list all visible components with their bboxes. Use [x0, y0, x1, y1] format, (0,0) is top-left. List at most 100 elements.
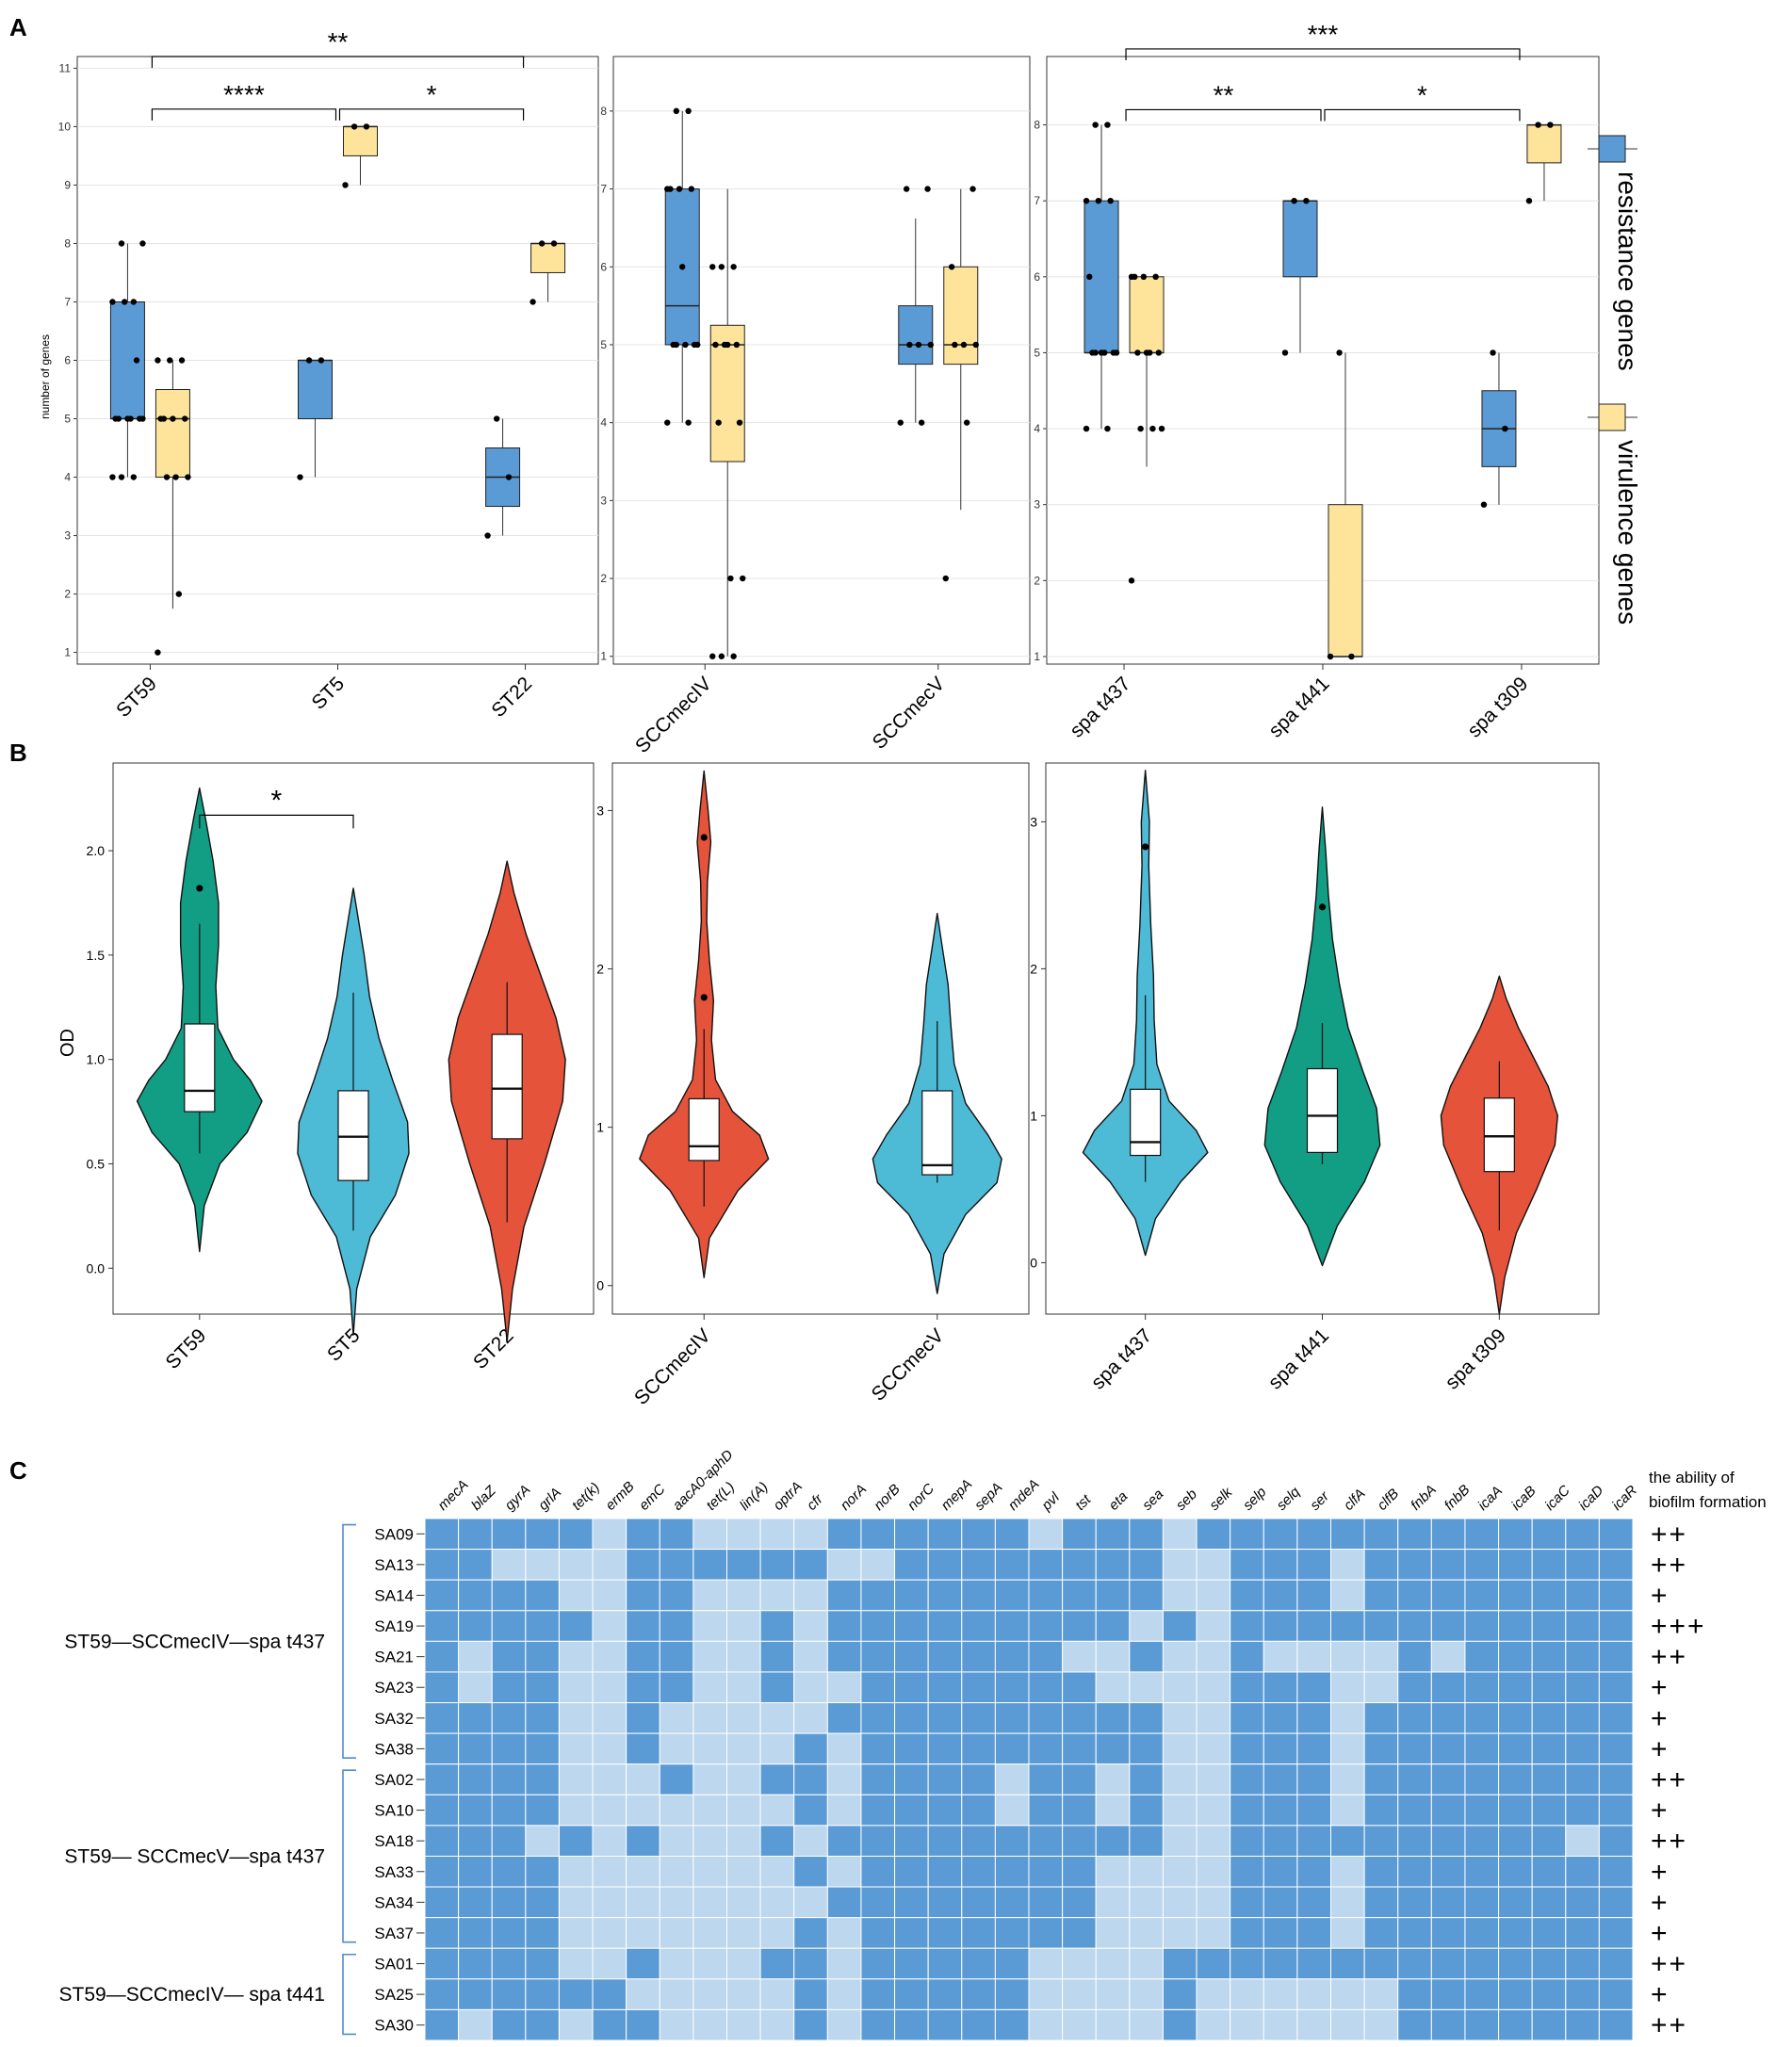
heatmap-cell [692, 1610, 728, 1642]
heatmap-cell [1296, 1763, 1332, 1795]
data-point [1327, 653, 1334, 660]
data-point [122, 299, 128, 305]
x-tick-label: ST5 [323, 1324, 364, 1365]
heatmap-cell [726, 1825, 761, 1857]
heatmap-cell [1062, 1579, 1097, 1612]
heatmap-cell [525, 1917, 560, 1949]
biofilm-ability: ++ [1651, 1642, 1687, 1673]
heatmap-cell [759, 1886, 795, 1919]
row-label: SA10 [374, 1802, 414, 1820]
heatmap-cell [1531, 1671, 1567, 1704]
heatmap-cell [1028, 1640, 1064, 1673]
y-tick-label: 7 [64, 295, 71, 308]
heatmap-cell [424, 1763, 460, 1795]
heatmap-cell [1230, 1886, 1264, 1919]
heatmap-cell [894, 1610, 929, 1642]
x-tick-label: ST5 [308, 673, 349, 713]
heatmap-cell [1565, 1640, 1600, 1673]
heatmap-cell [1464, 1855, 1500, 1888]
heatmap-cell [1430, 1640, 1466, 1673]
heatmap-cell [424, 1610, 460, 1642]
heatmap-cell [994, 1702, 1030, 1734]
heatmap-cell [558, 1763, 594, 1795]
heatmap-cell [1263, 1794, 1298, 1827]
group-label: ST59— SCCmecV—spa t437 [64, 1845, 325, 1867]
data-point [709, 264, 716, 270]
a-ylabel: number of genes [39, 334, 52, 419]
heatmap-cell [1430, 1794, 1466, 1827]
heatmap-cell [592, 1640, 627, 1673]
significance-label: * [427, 80, 437, 109]
y-tick-label: 1 [64, 646, 71, 659]
heatmap-cell [626, 1855, 660, 1888]
data-point [305, 357, 313, 364]
heatmap-cell [458, 1732, 493, 1765]
heatmap-cell [961, 1794, 996, 1827]
box [184, 1023, 216, 1113]
heatmap-cell [1565, 1763, 1600, 1795]
data-point [1089, 349, 1096, 356]
heatmap-cell [424, 1640, 460, 1673]
heatmap-cell [1363, 1917, 1399, 1949]
heatmap-cell [726, 1640, 761, 1673]
heatmap-cell [1464, 1978, 1500, 2010]
heatmap-cell [1263, 1917, 1298, 1949]
data-point [709, 653, 716, 659]
data-point [1137, 425, 1144, 432]
heatmap-cell [1363, 1549, 1399, 1581]
data-point [948, 264, 955, 270]
heatmap-cell [1498, 2008, 1533, 2041]
heatmap-cell [961, 1947, 996, 1980]
heatmap-cell [1498, 1763, 1533, 1795]
heatmap-cell [1598, 1610, 1634, 1642]
box [1130, 1088, 1162, 1157]
heatmap-cell [1464, 1763, 1500, 1795]
heatmap-cell [1363, 1640, 1399, 1673]
heatmap-cell [1263, 1763, 1298, 1795]
heatmap-cell [1095, 1825, 1131, 1857]
heatmap-cell [458, 1794, 493, 1827]
y-tick-label: 2 [600, 572, 607, 585]
biofilm-ability: + [1651, 1979, 1670, 2010]
heatmap-cell [894, 1640, 929, 1673]
violin [639, 770, 770, 1279]
data-point [685, 419, 692, 426]
heatmap-cell [1531, 1763, 1567, 1795]
heatmap-cell [1230, 1978, 1264, 2010]
significance-label: ** [328, 27, 349, 57]
row-label: SA01 [374, 1956, 414, 1974]
heatmap-cell [626, 1579, 660, 1612]
heatmap-cell [860, 1671, 896, 1704]
heatmap-cell [1397, 1763, 1432, 1795]
heatmap-cell [491, 1732, 527, 1765]
heatmap-cell [927, 1794, 963, 1827]
heatmap-cell [793, 1549, 828, 1581]
heatmap-cell [1363, 1794, 1399, 1827]
heatmap-cell [1230, 1917, 1264, 1949]
data-point [670, 341, 676, 349]
heatmap-cell [1464, 1794, 1500, 1827]
heatmap-cell [1129, 1978, 1164, 2010]
heatmap-cell [793, 1732, 828, 1765]
heatmap-cell [659, 1518, 694, 1551]
heatmap-cell [860, 1978, 896, 2010]
data-point [163, 474, 171, 480]
y-tick-label: 5 [600, 338, 607, 351]
data-point [538, 240, 546, 247]
group-bracket [342, 1769, 356, 1943]
significance-bracket [151, 108, 337, 121]
heatmap-cell [1028, 1794, 1064, 1827]
heatmap-cell [927, 1671, 963, 1704]
heatmap-cell [626, 1732, 660, 1765]
heatmap-cell [491, 1947, 527, 1980]
heatmap-cell [592, 1978, 627, 2010]
heatmap-cell [525, 1886, 560, 1919]
y-tick-label: 1 [1034, 650, 1040, 663]
heatmap-cell [592, 1917, 627, 1949]
heatmap-cell [1129, 1610, 1164, 1642]
heatmap-cell [793, 1610, 828, 1642]
heatmap-cell [424, 1917, 460, 1949]
heatmap-cell [1028, 1610, 1064, 1642]
heatmap-cell [626, 1640, 660, 1673]
